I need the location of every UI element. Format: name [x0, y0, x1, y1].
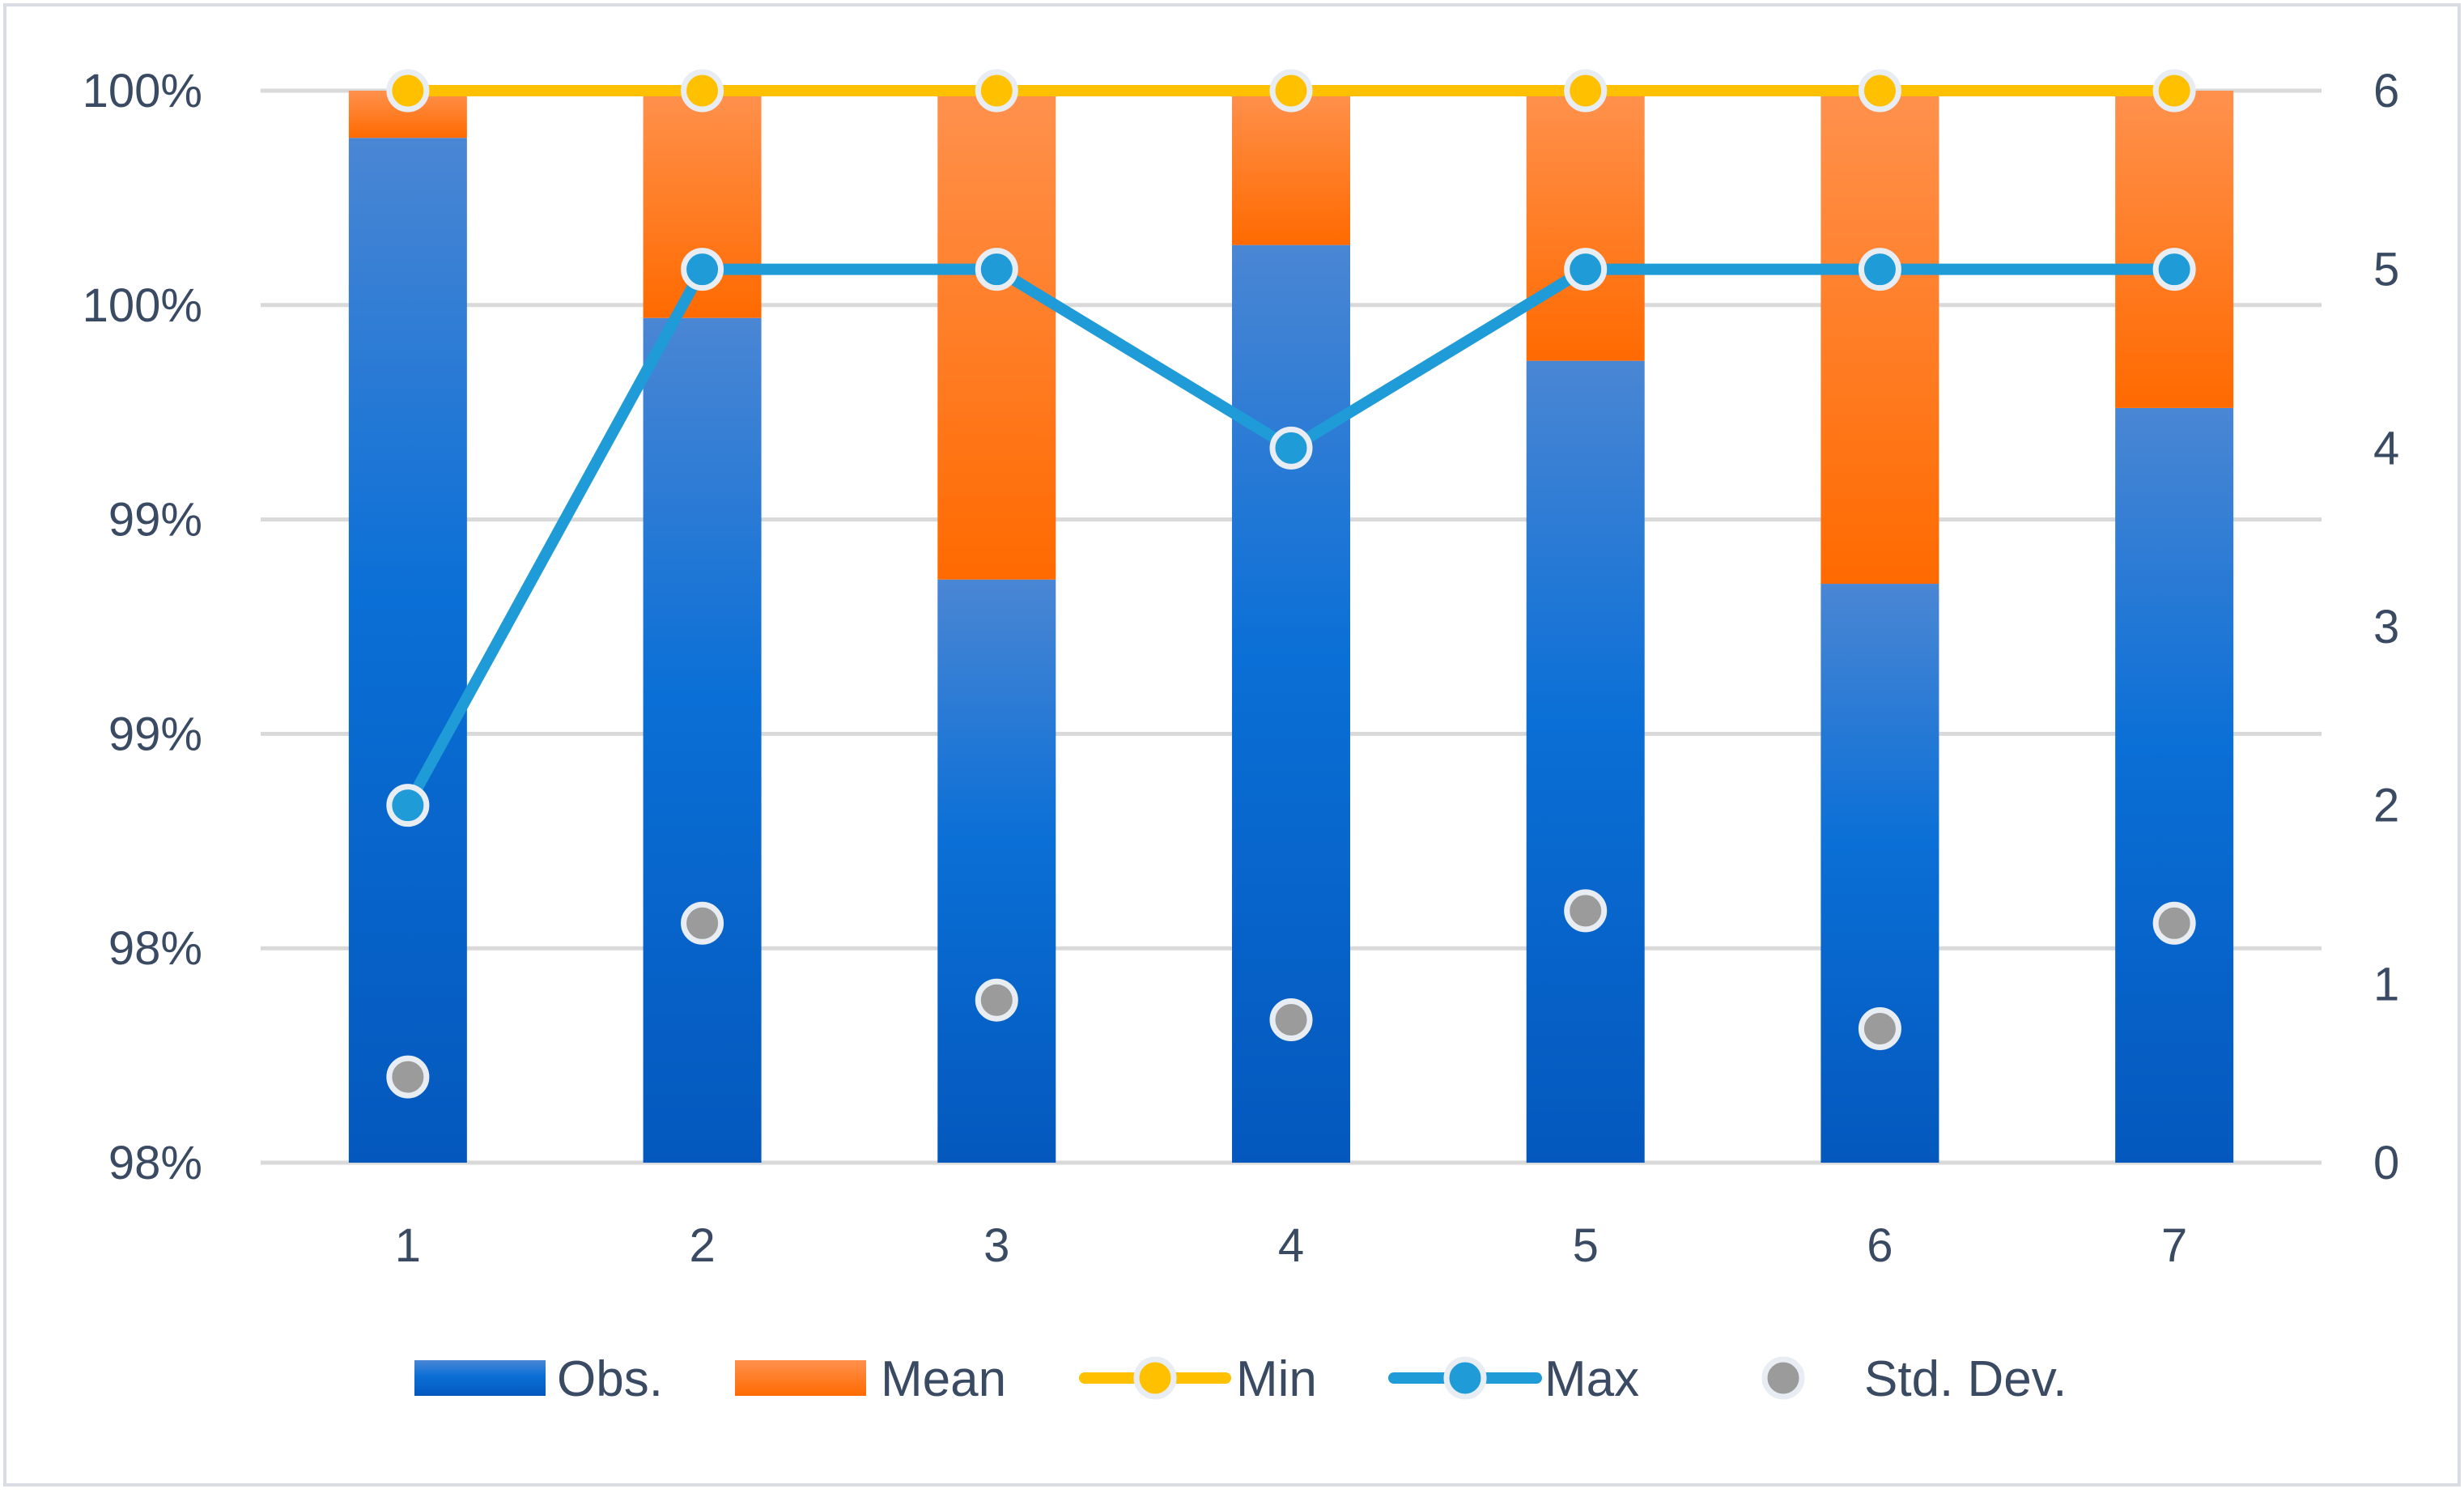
bar-obs: [643, 317, 762, 1163]
y-right-tick-label: 6: [2373, 65, 2399, 117]
x-tick-label: 4: [1278, 1219, 1304, 1272]
x-tick-label: 1: [395, 1219, 421, 1272]
bar-mean: [1232, 91, 1350, 245]
legend-label-min: Min: [1236, 1351, 1317, 1407]
bar-obs: [348, 138, 467, 1163]
legend-label-std-dev: Std. Dev.: [1864, 1351, 2067, 1407]
min-point: [681, 69, 724, 113]
min-point: [386, 69, 430, 113]
std-dev-point: [386, 1055, 430, 1099]
x-tick-label: 7: [2161, 1219, 2187, 1272]
y-right-tick-label: 0: [2373, 1137, 2399, 1189]
y-left-tick-label: 98%: [108, 922, 202, 975]
y-right-tick-label: 5: [2373, 244, 2399, 296]
legend-label-max: Max: [1544, 1351, 1639, 1407]
points: [386, 69, 2196, 1099]
std-dev-point: [681, 901, 724, 945]
min-point: [1858, 69, 1901, 113]
bar-obs: [1526, 360, 1645, 1163]
max-point: [1564, 248, 1608, 291]
min-point: [975, 69, 1018, 113]
x-tick-label: 5: [1573, 1219, 1599, 1272]
max-point: [1269, 426, 1313, 470]
y-left-tick-label: 99%: [108, 708, 202, 760]
y-left-tick-label: 100%: [83, 279, 202, 332]
std-dev-point: [2152, 901, 2196, 945]
x-tick-label: 2: [689, 1219, 715, 1272]
std-dev-point: [1269, 997, 1313, 1041]
min-point: [1269, 69, 1313, 113]
bar-obs: [1820, 584, 1939, 1163]
axis-labels: 98% 98% 99% 99% 100% 100% 0 1 2 3 4 5 6 1 2 3 4 5 6 7: [83, 65, 2400, 1272]
legend-swatch-mean: [735, 1360, 866, 1396]
x-tick-label: 3: [983, 1219, 1009, 1272]
legend-marker-max: [1443, 1356, 1487, 1400]
std-dev-point: [1858, 1007, 1901, 1050]
max-point: [386, 784, 430, 827]
legend-label-obs: Obs.: [557, 1351, 663, 1407]
y-right-tick-label: 3: [2373, 601, 2399, 653]
std-dev-point: [1564, 889, 1608, 933]
max-point: [681, 248, 724, 291]
bar-mean: [1820, 91, 1939, 585]
bar-obs: [937, 579, 1056, 1163]
bar-mean: [1526, 91, 1645, 361]
legend-marker-min: [1133, 1356, 1177, 1400]
y-right-tick-label: 2: [2373, 780, 2399, 832]
y-right-tick-label: 1: [2373, 958, 2399, 1010]
legend-label-mean: Mean: [881, 1351, 1006, 1407]
min-point: [2152, 69, 2196, 113]
legend-swatch-obs: [414, 1360, 546, 1396]
bars: [348, 91, 2234, 1163]
x-tick-label: 6: [1867, 1219, 1893, 1272]
bar-mean: [937, 91, 1056, 580]
std-dev-point: [975, 978, 1018, 1022]
y-left-tick-label: 100%: [83, 65, 202, 117]
legend-marker-std-dev: [1761, 1356, 1805, 1400]
max-point: [975, 248, 1018, 291]
min-point: [1564, 69, 1608, 113]
y-left-tick-label: 98%: [108, 1137, 202, 1189]
y-right-tick-label: 4: [2373, 422, 2399, 474]
max-point: [2152, 248, 2196, 291]
max-point: [1858, 248, 1901, 291]
y-left-tick-label: 99%: [108, 494, 202, 547]
legend: Obs. Mean Min Max Std. Dev.: [414, 1351, 2067, 1407]
bar-obs: [2115, 407, 2234, 1163]
